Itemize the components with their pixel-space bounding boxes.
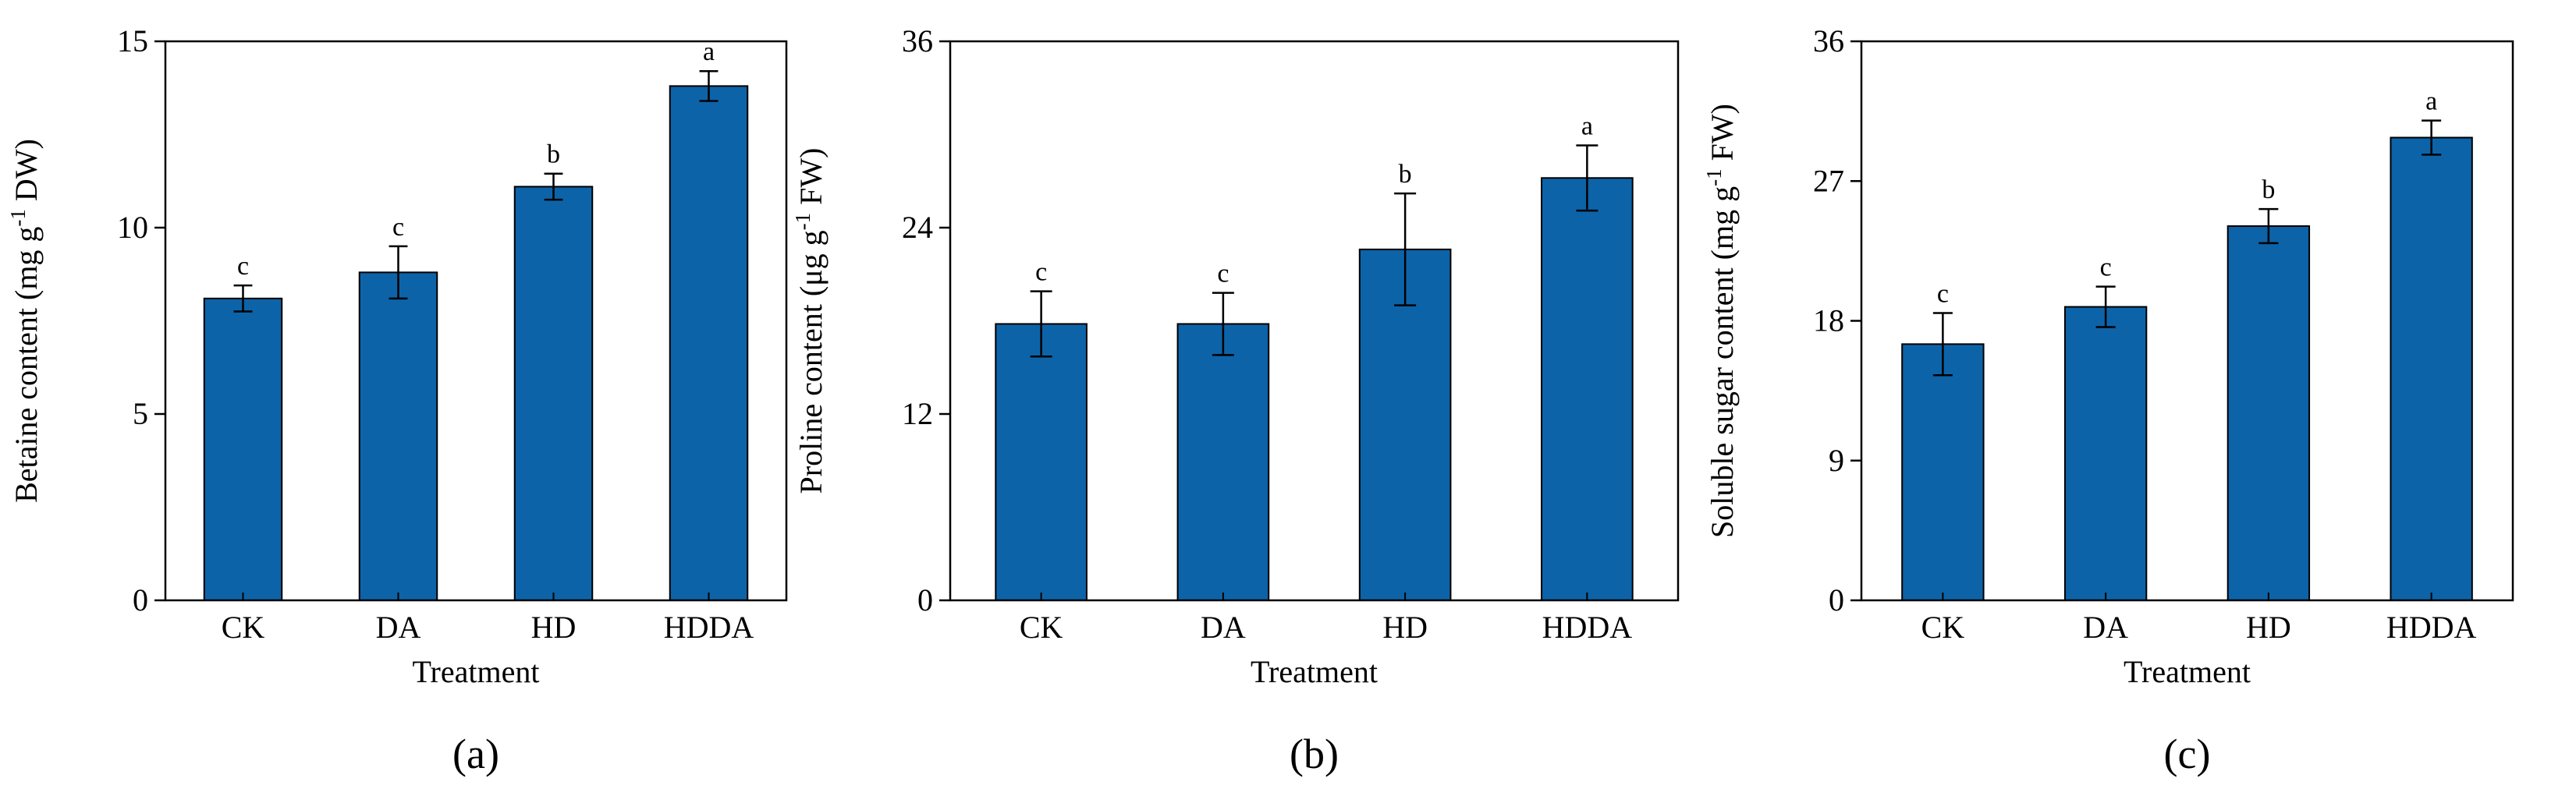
error-bar-hdda [699,69,719,102]
bar-da [1176,323,1270,601]
x-tick-label: CK [222,610,265,645]
panel-1: c CK c DA b HD a HDDA 0 12 24 36 Treatment Proline co… [791,23,1680,777]
error-bar-ck [1030,290,1052,358]
significance-letter: c [1217,260,1229,288]
x-tick-label: CK [1020,610,1063,645]
error-bar-hd [2258,207,2279,245]
significance-letter: c [237,252,249,281]
bar-hdda [669,85,749,602]
error-bar-hdda [2422,119,2442,156]
error-bar-ck [233,284,253,313]
y-axis-label: Soluble sugar content (mg g-1 FW) [1702,104,1740,538]
x-tick-label: DA [2083,610,2128,645]
panel-label: (a) [452,731,499,777]
significance-letter: a [2425,87,2437,116]
y-tick-label: 12 [902,396,933,431]
plot-frame [1860,40,2514,602]
y-axis-label-tail: FW) [1705,104,1740,168]
plot-frame [164,40,788,602]
y-tick-label: 10 [117,210,148,245]
panel-2: c CK c DA b HD a HDDA 0 9 18 27 36 Treatment Soluble s… [1702,23,2514,777]
x-axis-label: Treatment [1251,654,1378,689]
significance-letter: b [1399,160,1412,189]
x-axis-label: Treatment [2124,654,2251,689]
y-axis-label-main: Soluble sugar content (mg g [1705,186,1740,538]
error-bar-hdda [1576,144,1598,212]
bar-ck [995,323,1088,601]
y-tick-label: 36 [1813,23,1844,58]
error-bar-hd [1394,192,1417,306]
bar-hdda [1541,177,1634,601]
x-tick-label: HDDA [664,610,754,645]
bar-da [2063,306,2148,601]
panel-0: c CK c DA b HD a HDDA 0 5 10 15 Treatment Betaine con… [6,23,788,777]
y-axis-label-main: Betaine content (mg g [9,227,44,503]
error-bar-da [389,245,408,300]
significance-letter: b [547,140,560,169]
error-bar-hd [544,172,563,201]
y-tick-label: 18 [1813,303,1844,338]
bar-hd [513,186,594,602]
x-tick-label: HD [1382,610,1428,645]
bar-hd [2227,225,2311,601]
x-tick-label: HD [531,610,577,645]
y-axis-label-superscript: -1 [6,209,30,227]
significance-letter: b [2262,175,2275,204]
y-axis-label-tail: DW) [9,139,44,209]
x-tick-label: HDDA [1542,610,1633,645]
y-tick-label: 24 [902,210,933,245]
x-tick-label: DA [1201,610,1246,645]
x-tick-label: CK [1921,610,1965,645]
y-axis-label-tail: FW) [793,148,829,213]
x-axis-label: Treatment [413,654,540,689]
significance-letter: c [392,213,404,242]
error-bar-da [2095,285,2116,328]
significance-letter: c [1035,258,1047,287]
bar-hd [1358,248,1452,601]
panel-label: (c) [2164,731,2211,777]
error-bar-da [1212,292,1234,356]
x-tick-label: HD [2246,610,2291,645]
plot-frame [949,40,1680,602]
error-bar-ck [1932,312,1953,377]
significance-letter: c [1937,280,1949,309]
bar-ck [203,297,283,601]
y-axis-label-superscript: -1 [791,213,814,231]
y-tick-label: 36 [902,23,933,58]
y-axis-label: Proline content (μg g-1 FW) [791,148,829,494]
significance-letter: a [1581,111,1593,140]
y-axis-label-main: Proline content (μg g [793,230,829,494]
bar-da [358,271,438,601]
x-tick-label: HDDA [2386,610,2477,645]
y-axis-label: Betaine content (mg g-1 DW) [6,139,44,503]
significance-letter: c [2100,253,2112,282]
y-axis-label-superscript: -1 [1702,168,1726,186]
y-tick-label: 5 [133,396,148,431]
significance-letter: a [703,37,715,66]
y-tick-label: 27 [1813,163,1844,198]
panel-label: (b) [1290,731,1339,777]
y-tick-label: 15 [117,23,148,58]
y-tick-label: 0 [917,582,933,617]
y-tick-label: 9 [1829,443,1844,478]
y-tick-label: 0 [133,582,148,617]
y-tick-label: 0 [1829,582,1844,617]
bar-hdda [2390,136,2473,601]
bar-ck [1901,343,1985,601]
x-tick-label: DA [376,610,421,645]
